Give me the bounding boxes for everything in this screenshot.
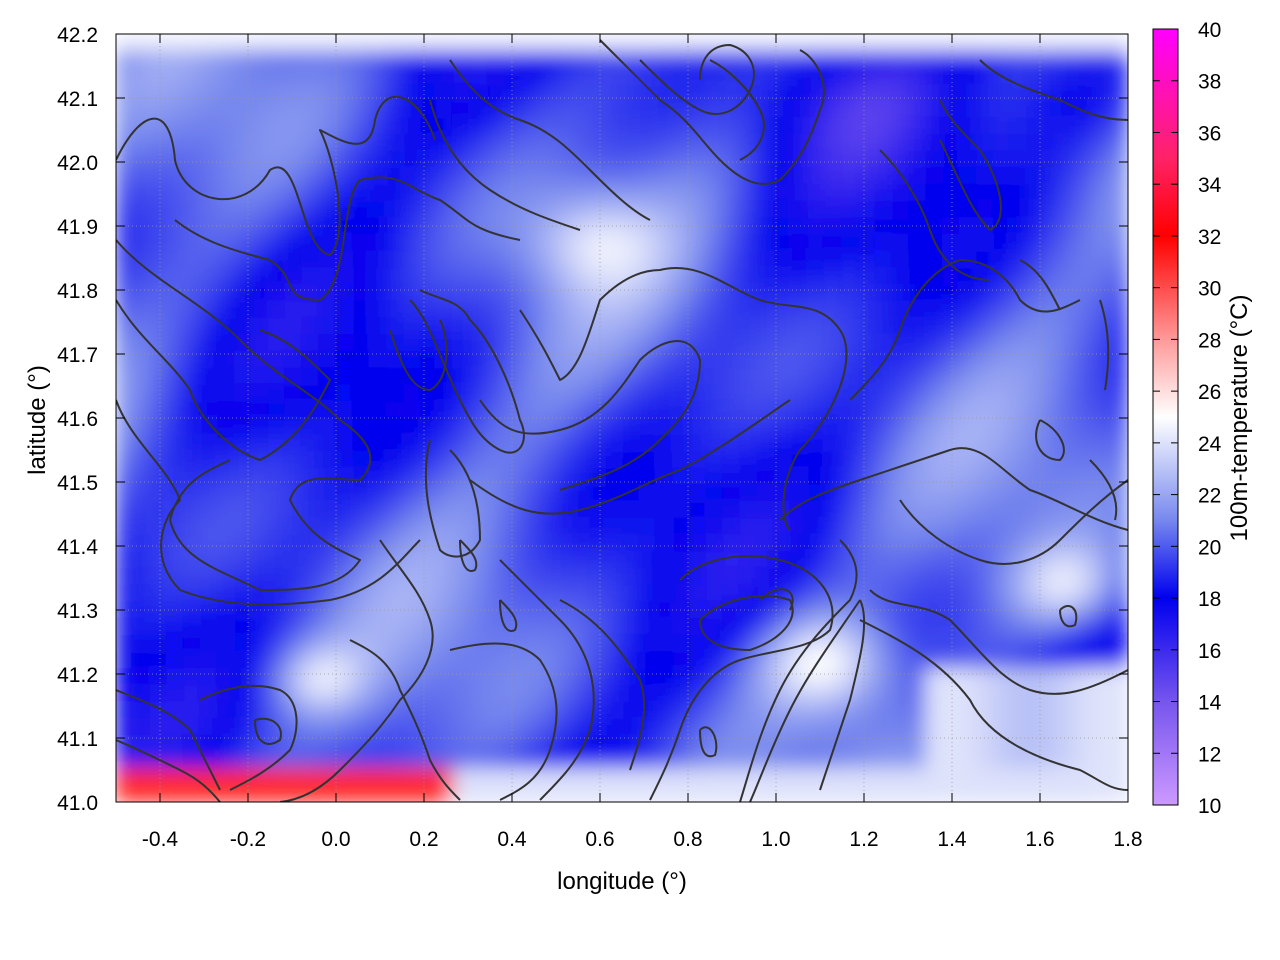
y-tick-label: 41.7 bbox=[57, 344, 98, 367]
y-axis: 41.0 41.1 41.2 41.3 41.4 41.5 41.6 41.7 41.8 41.9… bbox=[57, 24, 1128, 815]
x-tick-label: 1.6 bbox=[1025, 828, 1054, 851]
colorbar-tick-label: 12 bbox=[1198, 743, 1221, 766]
colorbar-tick-label: 30 bbox=[1198, 278, 1221, 301]
y-tick-label: 41.3 bbox=[57, 600, 98, 623]
colorbar-tick-label: 16 bbox=[1198, 640, 1221, 663]
y-tick-label: 41.5 bbox=[57, 472, 98, 495]
grid-lines bbox=[116, 34, 1128, 802]
colorbar: 10 12 14 16 18 20 22 24 26 28 30 32 34 36 38 40 bbox=[1152, 19, 1222, 818]
y-tick-label: 41.0 bbox=[57, 792, 98, 815]
x-tick-label: 0.6 bbox=[585, 828, 614, 851]
y-tick-label: 41.9 bbox=[57, 216, 98, 239]
colorbar-tick-label: 10 bbox=[1198, 795, 1221, 818]
colorbar-title: 100m-temperature (°C) bbox=[1226, 294, 1253, 541]
y-tick-label: 41.4 bbox=[57, 536, 98, 559]
y-tick-label: 42.0 bbox=[57, 152, 98, 175]
x-tick-label: 0.2 bbox=[409, 828, 438, 851]
y-axis-title: latitude (°) bbox=[24, 365, 51, 475]
plot-area bbox=[116, 34, 1128, 802]
x-tick-label: 0.0 bbox=[321, 828, 350, 851]
x-tick-label: 1.2 bbox=[849, 828, 878, 851]
x-tick-label: 1.0 bbox=[761, 828, 790, 851]
colorbar-tick-label: 38 bbox=[1198, 71, 1221, 94]
x-tick-label: 0.4 bbox=[497, 828, 527, 851]
y-tick-label: 41.8 bbox=[57, 280, 98, 303]
y-tick-label: 41.2 bbox=[57, 664, 98, 687]
temperature-field bbox=[116, 34, 1128, 802]
colorbar-tick-label: 24 bbox=[1198, 433, 1222, 456]
contour-lines bbox=[116, 39, 1128, 802]
x-tick-label: 0.8 bbox=[673, 828, 702, 851]
y-tick-label: 41.6 bbox=[57, 408, 98, 431]
colorbar-tick-label: 34 bbox=[1198, 174, 1222, 197]
x-tick-label: 1.4 bbox=[937, 828, 967, 851]
y-tick-label: 42.1 bbox=[57, 88, 98, 111]
colorbar-ticks: 10 12 14 16 18 20 22 24 26 28 30 32 34 36 38 40 bbox=[1153, 19, 1222, 818]
x-tick-label: 1.8 bbox=[1113, 828, 1142, 851]
colorbar-tick-label: 28 bbox=[1198, 329, 1221, 352]
colorbar-tick-label: 32 bbox=[1198, 226, 1221, 249]
colorbar-tick-label: 36 bbox=[1198, 122, 1221, 145]
x-tick-label: -0.4 bbox=[142, 828, 179, 851]
x-axis: -0.4 -0.2 0.0 0.2 0.4 0.6 0.8 1.0 1.2 1.4 1.6 1.8 bbox=[142, 34, 1143, 851]
y-tick-label: 42.2 bbox=[57, 24, 98, 47]
colorbar-gradient bbox=[1152, 28, 1179, 806]
colorbar-tick-label: 40 bbox=[1198, 19, 1221, 42]
colorbar-tick-label: 20 bbox=[1198, 536, 1221, 559]
x-tick-label: -0.2 bbox=[230, 828, 266, 851]
x-axis-title: longitude (°) bbox=[557, 868, 687, 895]
y-tick-label: 41.1 bbox=[57, 728, 98, 751]
colorbar-tick-label: 14 bbox=[1198, 692, 1222, 715]
colorbar-tick-label: 18 bbox=[1198, 588, 1221, 611]
colorbar-tick-label: 26 bbox=[1198, 381, 1221, 404]
colorbar-tick-label: 22 bbox=[1198, 485, 1221, 508]
